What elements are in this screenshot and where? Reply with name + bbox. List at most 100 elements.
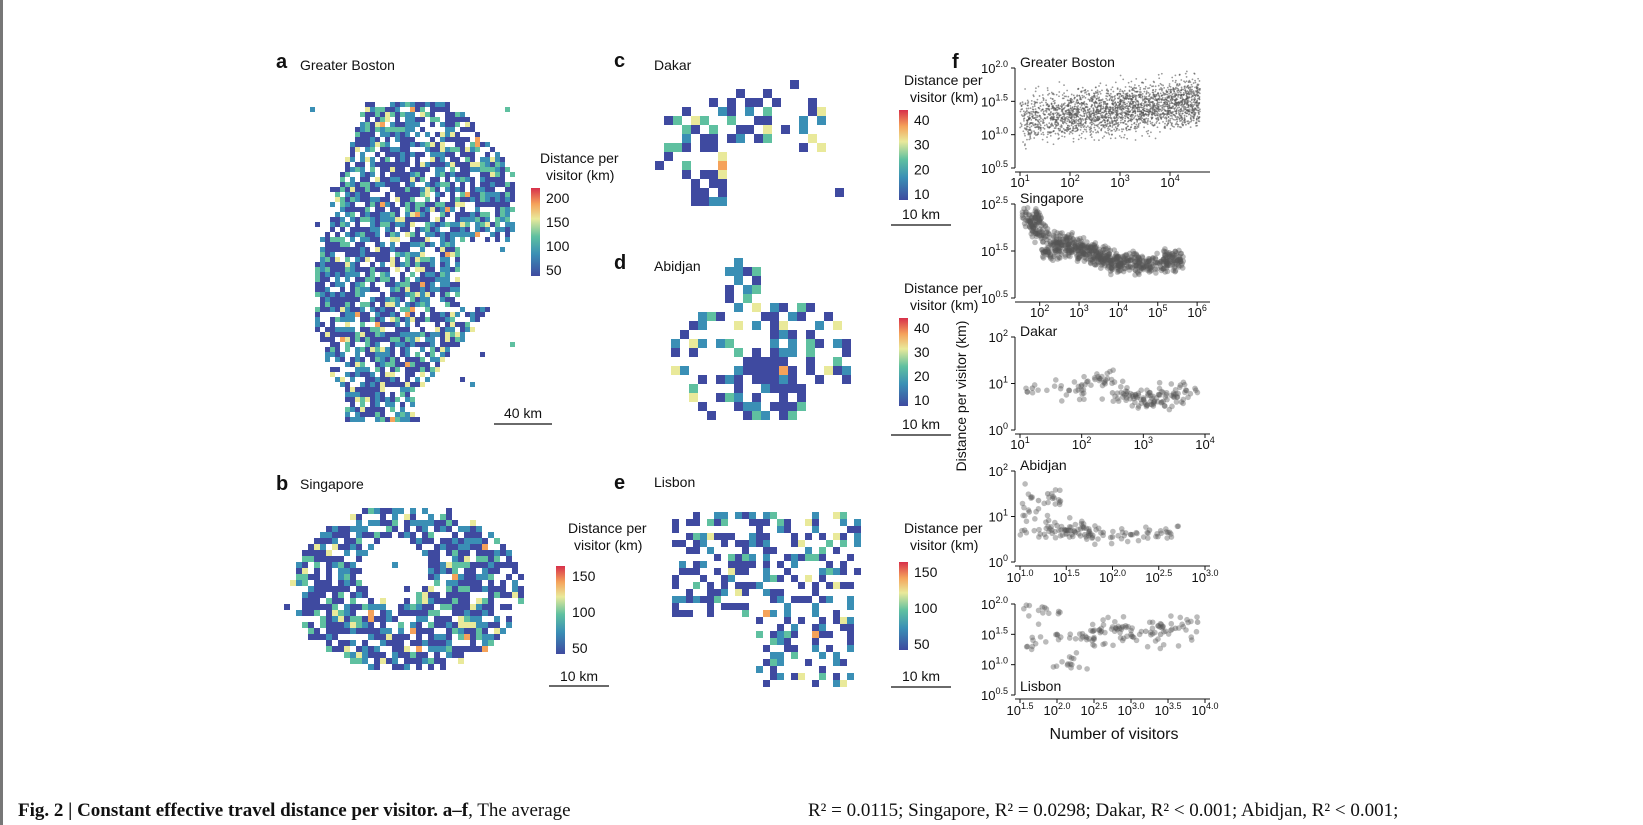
map-cell xyxy=(325,332,330,337)
map-cell xyxy=(386,526,392,532)
map-cell xyxy=(430,307,435,312)
scatter-point xyxy=(1130,123,1133,126)
scatter-point xyxy=(1026,104,1029,107)
scatter-point xyxy=(1118,106,1121,109)
scatter-point xyxy=(1194,86,1196,89)
map-cell xyxy=(360,362,365,367)
map-cell xyxy=(326,586,332,592)
map-cell xyxy=(404,664,410,670)
map-cell xyxy=(819,673,826,680)
scatter-point xyxy=(1175,112,1178,115)
scatter-point xyxy=(1160,72,1163,75)
map-cell xyxy=(385,232,390,237)
scatter-point xyxy=(1090,129,1093,132)
legend-title-line2-b: visitor (km) xyxy=(574,537,642,553)
map-cell xyxy=(314,568,320,574)
map-cell xyxy=(470,162,475,167)
scatter-point xyxy=(1179,102,1182,104)
map-cell xyxy=(847,554,854,561)
map-cell xyxy=(430,272,435,277)
map-cell xyxy=(386,520,392,526)
map-cell xyxy=(375,287,380,292)
map-cell xyxy=(415,297,420,302)
map-cell xyxy=(488,532,494,538)
scatter-point xyxy=(1110,88,1113,91)
map-cell xyxy=(335,272,340,277)
scatter-point xyxy=(1098,127,1101,129)
map-cell xyxy=(476,538,482,544)
scatter-point xyxy=(1159,131,1161,133)
map-cell xyxy=(770,357,779,366)
map-cell xyxy=(445,187,450,192)
map-cell xyxy=(518,586,524,592)
map-cell xyxy=(440,237,445,242)
scatter-point xyxy=(1098,118,1101,120)
scatter-point xyxy=(1159,113,1162,116)
map-cell xyxy=(404,586,410,592)
map-cell xyxy=(410,382,415,387)
map-cell xyxy=(410,312,415,317)
map-cell xyxy=(365,397,370,402)
map-cell xyxy=(395,212,400,217)
scatter-point xyxy=(1040,133,1043,136)
map-cell xyxy=(425,287,430,292)
map-cell xyxy=(416,646,422,652)
scatter-point xyxy=(1156,116,1159,119)
map-cell xyxy=(446,568,452,574)
scatter-point xyxy=(1101,111,1104,114)
map-cell xyxy=(505,207,510,212)
scatter-point xyxy=(1149,108,1152,111)
scatter-point xyxy=(1058,81,1061,83)
map-cell xyxy=(340,172,345,177)
map-cell xyxy=(370,227,375,232)
scatter-point xyxy=(1070,113,1073,115)
map-cell xyxy=(410,417,415,422)
map-cell xyxy=(340,317,345,322)
scatter-point xyxy=(1167,119,1170,122)
map-cell xyxy=(308,634,314,640)
map-cell xyxy=(380,397,385,402)
scatter-point xyxy=(1072,137,1075,140)
legend-title-line1-e: Distance per xyxy=(904,520,983,536)
map-cell xyxy=(770,384,779,393)
scatter-point xyxy=(1079,121,1082,124)
scatter-point xyxy=(1140,114,1143,117)
map-cell xyxy=(340,327,345,332)
scatter-point xyxy=(1122,96,1125,99)
scatter-point xyxy=(1021,101,1024,104)
map-cell xyxy=(368,610,374,616)
map-cell xyxy=(756,631,763,638)
map-cell xyxy=(320,277,325,282)
map-cell xyxy=(452,520,458,526)
map-cell xyxy=(375,407,380,412)
scatter-point xyxy=(1068,132,1071,135)
scatter-point xyxy=(1076,108,1079,111)
scatter-point xyxy=(1100,101,1103,104)
scatter-point xyxy=(1072,127,1075,130)
map-cell xyxy=(460,327,465,332)
map-cell xyxy=(440,172,445,177)
map-cell xyxy=(428,604,434,610)
map-cell xyxy=(360,307,365,312)
scatter-point xyxy=(1058,115,1061,118)
map-cell xyxy=(435,317,440,322)
map-cell xyxy=(340,332,345,337)
map-cell xyxy=(350,362,355,367)
map-cell xyxy=(335,212,340,217)
map-cell xyxy=(380,628,386,634)
map-cell xyxy=(779,375,788,384)
map-cell xyxy=(434,616,440,622)
map-cell xyxy=(380,652,386,658)
scatter-point xyxy=(1027,115,1029,118)
map-cell xyxy=(365,127,370,132)
map-cell xyxy=(440,327,445,332)
map-cell xyxy=(335,237,340,242)
map-cell xyxy=(691,188,700,197)
scatter-point xyxy=(1156,126,1159,129)
map-cell xyxy=(842,366,851,375)
scatter-point xyxy=(1184,85,1186,88)
map-cell xyxy=(350,622,356,628)
scatter-point xyxy=(1192,82,1195,84)
map-cell xyxy=(374,604,380,610)
map-cell xyxy=(390,152,395,157)
